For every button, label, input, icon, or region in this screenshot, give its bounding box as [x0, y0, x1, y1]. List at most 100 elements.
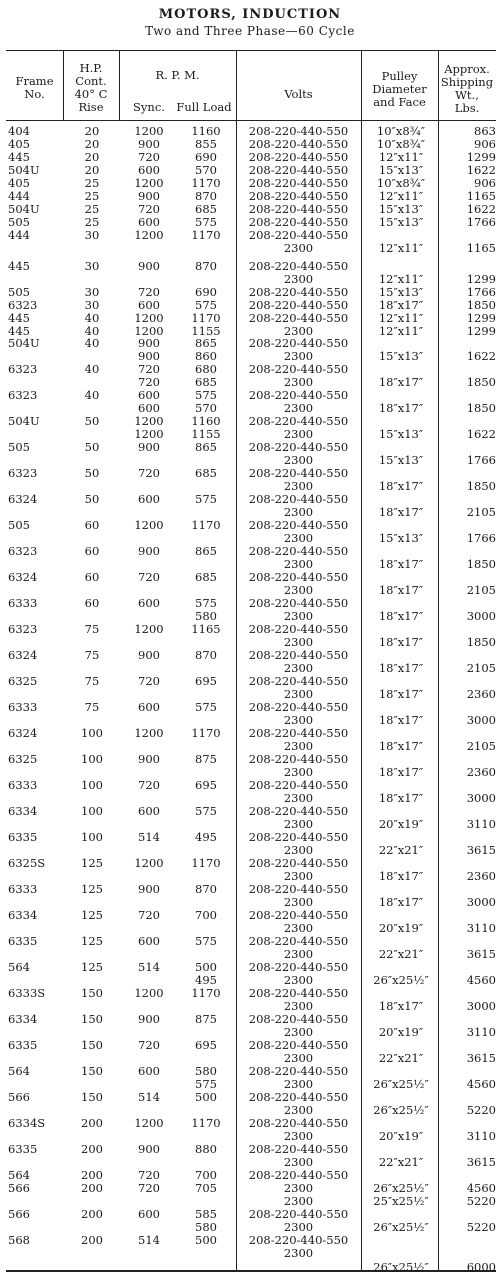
- pulley-cell: 18″x17″: [378, 765, 424, 779]
- volts-cell: 2300: [283, 1077, 314, 1091]
- full-load-rpm-cell: 875: [195, 1012, 217, 1026]
- full-load-rpm-cell: 1170: [191, 1116, 221, 1130]
- hp-cell: 200: [81, 1181, 103, 1195]
- weight-cell: 1766: [466, 531, 496, 545]
- header-sync: Sync.: [133, 100, 165, 114]
- frame-cell: 405: [8, 137, 30, 151]
- hp-cell: 30: [84, 285, 100, 299]
- hp-cell: 20: [84, 124, 100, 138]
- pulley-cell: 15″x13″: [378, 163, 424, 177]
- pulley-cell: 15″x13″: [378, 453, 424, 467]
- weight-cell: 1299: [466, 272, 496, 286]
- pulley-cell: 12″x11″: [378, 311, 424, 325]
- full-load-rpm-cell: 1160: [191, 414, 221, 428]
- volts-cell: 208-220-440-550: [248, 215, 349, 229]
- volts-cell: 2300: [283, 427, 314, 441]
- pulley-cell: 25″x25½″: [373, 1194, 429, 1208]
- full-load-rpm-cell: 575: [195, 804, 217, 818]
- volts-cell: 208-220-440-550: [248, 298, 349, 312]
- frame-cell: 6334S: [8, 1116, 46, 1130]
- volts-cell: 208-220-440-550: [248, 1233, 349, 1247]
- pulley-cell: 12″x11″: [378, 150, 424, 164]
- column-divider: [438, 50, 439, 1270]
- full-load-rpm-cell: 700: [195, 908, 217, 922]
- sync-rpm-cell: 720: [138, 466, 160, 480]
- sync-rpm-cell: 514: [138, 830, 160, 844]
- header-weight-line: Approx.: [444, 62, 490, 76]
- hp-cell: 75: [84, 622, 100, 636]
- volts-cell: 208-220-440-550: [248, 466, 349, 480]
- volts-cell: 208-220-440-550: [248, 752, 349, 766]
- sync-rpm-cell: 720: [138, 908, 160, 922]
- weight-cell: 1165: [466, 189, 496, 203]
- header-hp: H.P. Cont. 40° C Rise: [63, 62, 119, 114]
- sync-rpm-cell: 1200: [134, 176, 164, 190]
- volts-cell: 208-220-440-550: [248, 570, 349, 584]
- frame-cell: 6323: [8, 466, 38, 480]
- pulley-cell: 12″x11″: [378, 272, 424, 286]
- volts-cell: 2300: [283, 401, 314, 415]
- hp-cell: 200: [81, 1142, 103, 1156]
- frame-cell: 504U: [8, 202, 40, 216]
- pulley-cell: 26″x25½″: [373, 1220, 429, 1234]
- volts-cell: 208-220-440-550: [248, 960, 349, 974]
- weight-cell: 2105: [466, 505, 496, 519]
- pulley-cell: 26″x25½″: [373, 1103, 429, 1117]
- full-load-rpm-cell: 870: [195, 189, 217, 203]
- sync-rpm-cell: 900: [138, 336, 160, 350]
- hp-cell: 200: [81, 1116, 103, 1130]
- sync-rpm-cell: 600: [138, 163, 160, 177]
- full-load-rpm-cell: 695: [195, 778, 217, 792]
- volts-cell: 208-220-440-550: [248, 440, 349, 454]
- hp-cell: 125: [81, 882, 103, 896]
- full-load-rpm-cell: 865: [195, 440, 217, 454]
- full-load-rpm-cell: 580: [195, 1064, 217, 1078]
- frame-cell: 445: [8, 150, 30, 164]
- volts-cell: 208-220-440-550: [248, 202, 349, 216]
- weight-cell: 1165: [466, 241, 496, 255]
- full-load-rpm-cell: 685: [195, 570, 217, 584]
- sync-rpm-cell: 1200: [134, 124, 164, 138]
- volts-cell: 208-220-440-550: [248, 176, 349, 190]
- sync-rpm-cell: 1200: [134, 622, 164, 636]
- hp-cell: 75: [84, 674, 100, 688]
- volts-cell: 2300: [283, 1155, 314, 1169]
- header-bottom-rule: [6, 120, 496, 121]
- column-divider: [63, 50, 64, 120]
- sync-rpm-cell: 1200: [134, 414, 164, 428]
- volts-cell: 2300: [283, 1220, 314, 1234]
- frame-cell: 6335: [8, 1142, 38, 1156]
- volts-cell: 2300: [283, 375, 314, 389]
- volts-cell: 2300: [283, 349, 314, 363]
- volts-cell: 2300: [283, 817, 314, 831]
- volts-cell: 208-220-440-550: [248, 986, 349, 1000]
- sync-rpm-cell: 720: [138, 1181, 160, 1195]
- hp-cell: 150: [81, 1064, 103, 1078]
- volts-cell: 208-220-440-550: [248, 228, 349, 242]
- volts-cell: 208-220-440-550: [248, 124, 349, 138]
- pulley-cell: 15″x13″: [378, 285, 424, 299]
- volts-cell: 208-220-440-550: [248, 518, 349, 532]
- weight-cell: 3000: [466, 609, 496, 623]
- frame-cell: 505: [8, 285, 30, 299]
- pulley-cell: 18″x17″: [378, 999, 424, 1013]
- full-load-rpm-cell: 700: [195, 1168, 217, 1182]
- volts-cell: 2300: [283, 843, 314, 857]
- sync-rpm-cell: 600: [138, 492, 160, 506]
- frame-cell: 6325: [8, 752, 38, 766]
- hp-cell: 60: [84, 596, 100, 610]
- hp-cell: 150: [81, 1038, 103, 1052]
- hp-cell: 200: [81, 1207, 103, 1221]
- pulley-cell: 18″x17″: [378, 505, 424, 519]
- full-load-rpm-cell: 685: [195, 466, 217, 480]
- sync-rpm-cell: 600: [138, 596, 160, 610]
- hp-cell: 150: [81, 1012, 103, 1026]
- weight-cell: 1766: [466, 453, 496, 467]
- volts-cell: 2300: [283, 609, 314, 623]
- volts-cell: 2300: [283, 1103, 314, 1117]
- sync-rpm-cell: 720: [138, 674, 160, 688]
- frame-cell: 564: [8, 960, 30, 974]
- frame-cell: 6335: [8, 1038, 38, 1052]
- weight-cell: 863: [474, 124, 496, 138]
- volts-cell: 2300: [283, 272, 314, 286]
